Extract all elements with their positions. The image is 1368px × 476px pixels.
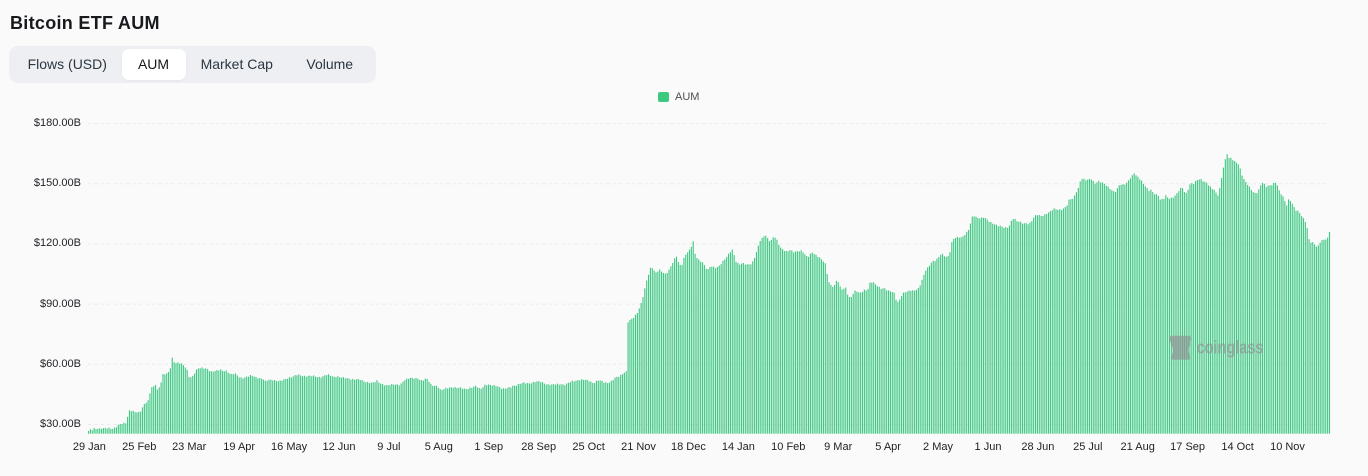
svg-text:coinglass: coinglass — [1197, 337, 1264, 358]
